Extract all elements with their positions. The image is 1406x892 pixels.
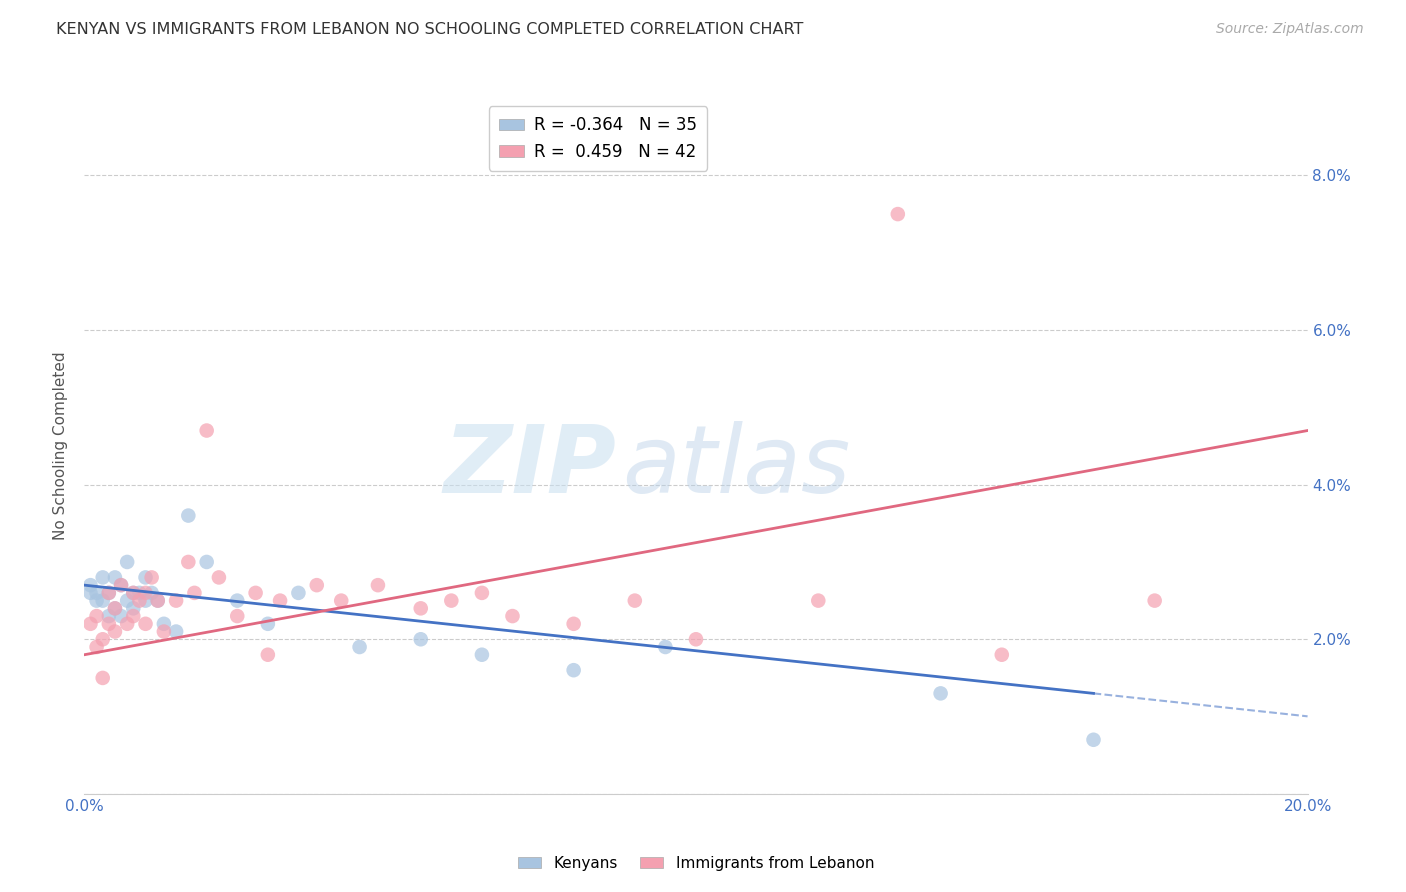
Point [807, 593, 830, 607]
Point [685, 632, 707, 647]
Point [177, 555, 200, 569]
Point [122, 586, 145, 600]
Point [97, 586, 120, 600]
Point [305, 578, 328, 592]
Point [183, 586, 205, 600]
Point [165, 593, 187, 607]
Point [153, 616, 176, 631]
Point [115, 593, 138, 607]
Text: atlas: atlas [623, 421, 851, 512]
Point [245, 586, 267, 600]
Point [195, 424, 218, 438]
Point [110, 578, 132, 592]
Point [128, 586, 150, 600]
Point [471, 586, 494, 600]
Point [97, 586, 120, 600]
Point [146, 593, 169, 607]
Point [624, 593, 647, 607]
Point [79, 586, 101, 600]
Point [257, 616, 280, 631]
Point [91, 570, 114, 584]
Point [562, 616, 585, 631]
Point [115, 616, 138, 631]
Point [991, 648, 1014, 662]
Point [440, 593, 463, 607]
Point [471, 648, 494, 662]
Point [269, 593, 291, 607]
Point [141, 570, 163, 584]
Point [1143, 593, 1166, 607]
Point [128, 593, 150, 607]
Point [135, 586, 157, 600]
Point [1083, 732, 1105, 747]
Point [91, 593, 114, 607]
Text: KENYAN VS IMMIGRANTS FROM LEBANON NO SCHOOLING COMPLETED CORRELATION CHART: KENYAN VS IMMIGRANTS FROM LEBANON NO SCH… [56, 22, 804, 37]
Point [141, 586, 163, 600]
Text: Source: ZipAtlas.com: Source: ZipAtlas.com [1216, 22, 1364, 37]
Legend: Kenyans, Immigrants from Lebanon: Kenyans, Immigrants from Lebanon [512, 849, 880, 877]
Point [86, 586, 108, 600]
Point [887, 207, 910, 221]
Point [104, 601, 127, 615]
Point [91, 671, 114, 685]
Point [367, 578, 389, 592]
Point [135, 616, 157, 631]
Point [79, 578, 101, 592]
Point [86, 609, 108, 624]
Point [86, 593, 108, 607]
Point [165, 624, 187, 639]
Point [330, 593, 353, 607]
Point [409, 632, 432, 647]
Point [91, 632, 114, 647]
Point [122, 586, 145, 600]
Point [226, 609, 249, 624]
Point [502, 609, 524, 624]
Point [153, 624, 176, 639]
Text: ZIP: ZIP [443, 421, 616, 513]
Point [86, 640, 108, 654]
Point [79, 616, 101, 631]
Point [115, 555, 138, 569]
Point [122, 601, 145, 615]
Point [349, 640, 371, 654]
Point [122, 609, 145, 624]
Point [562, 663, 585, 677]
Point [135, 570, 157, 584]
Point [104, 601, 127, 615]
Point [110, 578, 132, 592]
Y-axis label: No Schooling Completed: No Schooling Completed [53, 351, 69, 541]
Point [287, 586, 309, 600]
Point [104, 570, 127, 584]
Point [929, 686, 952, 700]
Point [654, 640, 676, 654]
Point [104, 624, 127, 639]
Point [146, 593, 169, 607]
Point [177, 508, 200, 523]
Point [195, 555, 218, 569]
Point [97, 609, 120, 624]
Point [208, 570, 231, 584]
Point [409, 601, 432, 615]
Point [97, 616, 120, 631]
Point [135, 593, 157, 607]
Point [257, 648, 280, 662]
Point [110, 609, 132, 624]
Point [226, 593, 249, 607]
